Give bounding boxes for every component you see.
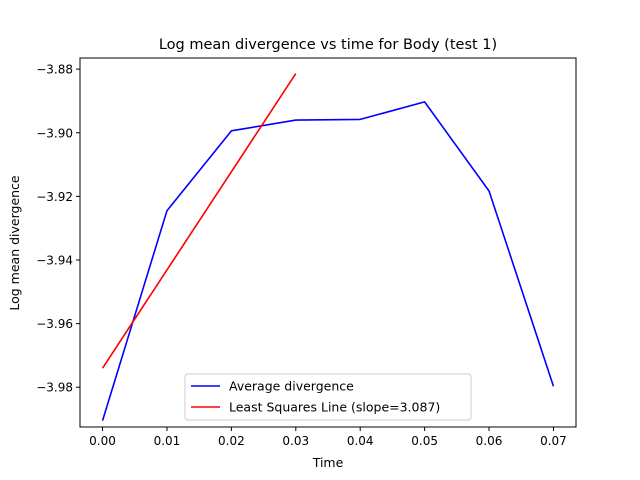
legend: Average divergence Least Squares Line (s… [184,373,472,421]
y-tick-label: −3.90 [36,126,73,140]
x-axis-label: Time [312,455,344,470]
x-tick-label: 0.06 [476,434,503,448]
x-axis-ticks: 0.00 0.01 0.02 0.03 0.04 0.05 0.06 0.07 [89,427,567,448]
x-tick-label: 0.05 [411,434,438,448]
series-line-1 [101,73,297,369]
legend-label-least-squares-line: Least Squares Line (slope=3.087) [229,400,440,415]
legend-label-average-divergence: Average divergence [229,379,354,394]
x-tick-label: 0.01 [154,434,181,448]
y-tick-label: −3.92 [36,190,73,204]
y-axis-label: Log mean divergence [7,175,22,311]
y-axis-ticks: −3.98 −3.96 −3.94 −3.92 −3.90 −3.88 [36,63,80,395]
x-tick-label: 0.00 [89,434,116,448]
x-tick-label: 0.02 [218,434,245,448]
y-tick-label: −3.96 [36,317,73,331]
x-tick-label: 0.03 [282,434,309,448]
plot-frame [79,57,577,428]
series-line-0 [101,101,555,421]
series-layer [101,73,555,421]
chart-title: Log mean divergence vs time for Body (te… [159,37,497,53]
legend-box [184,373,472,421]
x-tick-label: 0.04 [347,434,374,448]
y-tick-label: −3.88 [36,63,73,77]
x-tick-label: 0.07 [540,434,567,448]
y-tick-label: −3.98 [36,381,73,395]
y-tick-label: −3.94 [36,253,73,267]
